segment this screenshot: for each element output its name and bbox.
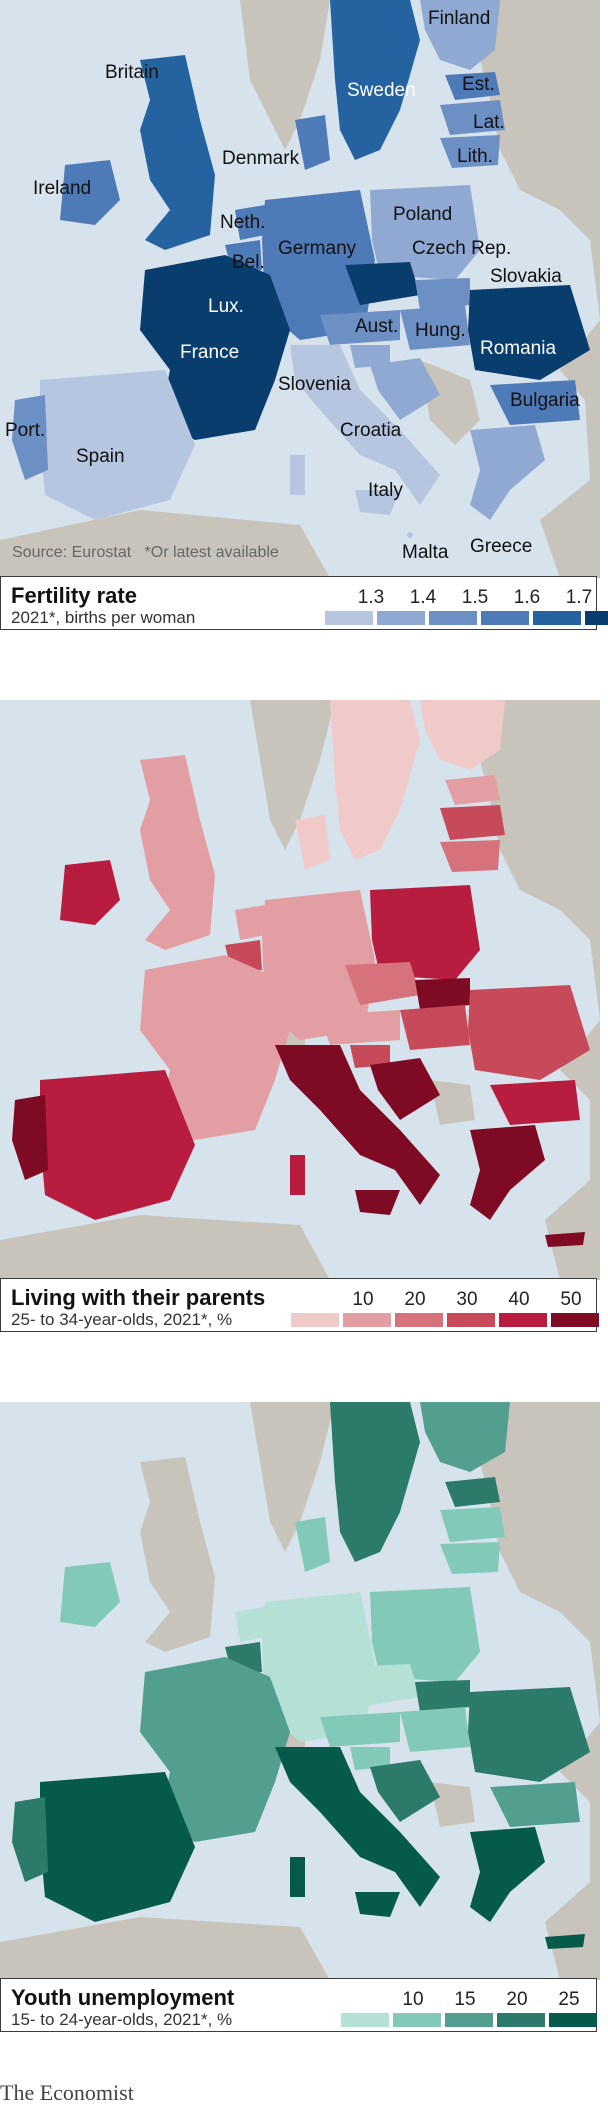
fertility-tick: 1.7 (565, 587, 593, 608)
label-ireland: Ireland (33, 178, 92, 199)
youth-swatch (393, 2013, 441, 2027)
label-est: Est. (462, 74, 495, 95)
finland-region (420, 0, 500, 70)
label-lith: Lith. (457, 146, 493, 167)
youth-swatches (341, 2013, 597, 2027)
parents-title: Living with their parents (11, 1285, 266, 1310)
fertility-swatch (533, 611, 581, 625)
label-italy: Italy (368, 480, 403, 501)
fertility-swatch (325, 611, 373, 625)
youth-tick: 20 (506, 1989, 528, 2010)
parents-tick: 40 (508, 1289, 530, 1310)
youth-subtitle: 15- to 24-year-olds, 2021*, % (11, 2010, 233, 2029)
parents-swatch (395, 1313, 443, 1327)
fertility-panel: Finland Britain Sweden Est. Lat. Denmark… (0, 0, 608, 655)
youth-swatch (549, 2013, 597, 2027)
youth-map (0, 1402, 600, 1980)
fertility-swatch (377, 611, 425, 625)
label-lat: Lat. (473, 112, 505, 133)
youth-tick: 15 (454, 1989, 476, 2010)
fertility-tick: 1.4 (409, 587, 437, 608)
parents-subtitle: 25- to 34-year-olds, 2021*, % (11, 1310, 233, 1329)
fertility-tick: 1.6 (513, 587, 541, 608)
parents-swatches (291, 1313, 599, 1327)
label-france: France (180, 342, 240, 363)
parents-tick: 30 (456, 1289, 478, 1310)
label-lux: Lux. (208, 296, 244, 317)
parents-legend: Living with their parents 25- to 34-year… (0, 1278, 599, 1332)
label-bulgaria: Bulgaria (510, 390, 580, 411)
fertility-tick: 1.5 (461, 587, 489, 608)
youth-title: Youth unemployment (11, 1985, 235, 2010)
youth-legend: Youth unemployment 15- to 24-year-olds, … (0, 1978, 597, 2032)
parents-tick: 10 (352, 1289, 374, 1310)
parents-swatch (551, 1313, 599, 1327)
label-poland: Poland (393, 204, 453, 225)
fertility-map: Finland Britain Sweden Est. Lat. Denmark… (0, 0, 600, 578)
fertility-subtitle: 2021*, births per woman (11, 608, 196, 627)
label-czech: Czech Rep. (412, 238, 512, 259)
label-malta: Malta (402, 542, 449, 563)
label-sweden: Sweden (347, 80, 416, 101)
youth-swatch (341, 2013, 389, 2027)
parents-panel: Living with their parents 25- to 34-year… (0, 700, 600, 1360)
youth-swatch (445, 2013, 493, 2027)
economist-footer: The Economist (0, 2080, 134, 2105)
parents-tick: 50 (560, 1289, 582, 1310)
youth-panel: Youth unemployment 15- to 24-year-olds, … (0, 1402, 600, 2062)
label-aust: Aust. (355, 316, 399, 337)
fertility-title: Fertility rate (11, 583, 137, 608)
fertility-swatch (481, 611, 529, 625)
source-note: Source: Eurostat *Or latest available (12, 544, 279, 561)
label-slovenia: Slovenia (278, 374, 351, 395)
parents-swatch (291, 1313, 339, 1327)
label-bel: Bel. (232, 252, 265, 273)
youth-tick: 25 (558, 1989, 580, 2010)
parents-swatch (499, 1313, 547, 1327)
label-spain: Spain (76, 446, 125, 467)
parents-map (0, 700, 600, 1280)
parents-swatch (447, 1313, 495, 1327)
parents-tick: 20 (404, 1289, 426, 1310)
label-port: Port. (5, 420, 46, 441)
label-croatia: Croatia (340, 420, 402, 441)
fertility-tick: 1.3 (357, 587, 385, 608)
label-neth: Neth. (220, 212, 266, 233)
label-finland: Finland (428, 8, 491, 29)
label-romania: Romania (480, 338, 557, 359)
youth-tick: 10 (402, 1989, 424, 2010)
label-slovakia: Slovakia (490, 266, 562, 287)
fertility-swatches (325, 611, 608, 625)
label-greece: Greece (470, 536, 533, 557)
fertility-legend: Fertility rate 2021*, births per woman 1… (0, 576, 608, 630)
parents-swatch (343, 1313, 391, 1327)
label-denmark: Denmark (222, 148, 300, 169)
fertility-swatch (429, 611, 477, 625)
youth-swatch (497, 2013, 545, 2027)
label-britain: Britain (105, 62, 159, 83)
label-germany: Germany (278, 238, 357, 259)
fertility-swatch (585, 611, 608, 625)
label-hung: Hung. (415, 320, 466, 341)
